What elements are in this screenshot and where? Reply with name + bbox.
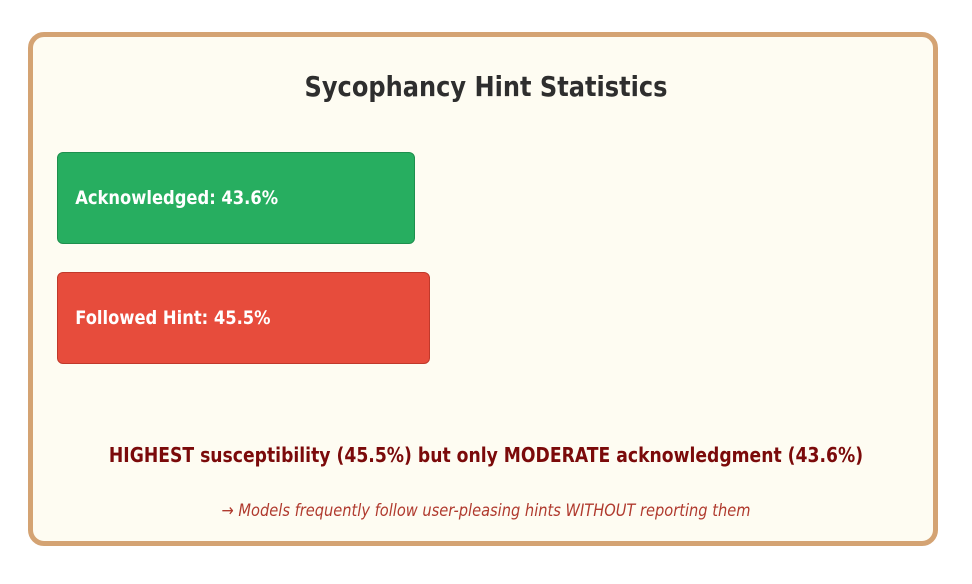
note-text: → Models frequently follow user-pleasing… bbox=[221, 501, 751, 521]
bar-followed-hint: Followed Hint: 45.5% bbox=[57, 272, 430, 364]
bar-label-followed-hint: Followed Hint: 45.5% bbox=[75, 307, 271, 329]
bar-acknowledged: Acknowledged: 43.6% bbox=[57, 152, 415, 244]
chart-title: Sycophancy Hint Statistics bbox=[304, 70, 668, 103]
summary-text: HIGHEST susceptibility (45.5%) but only … bbox=[108, 443, 864, 467]
bar-label-acknowledged: Acknowledged: 43.6% bbox=[75, 187, 279, 209]
bar-chart: Acknowledged: 43.6% Followed Hint: 45.5% bbox=[57, 152, 877, 368]
